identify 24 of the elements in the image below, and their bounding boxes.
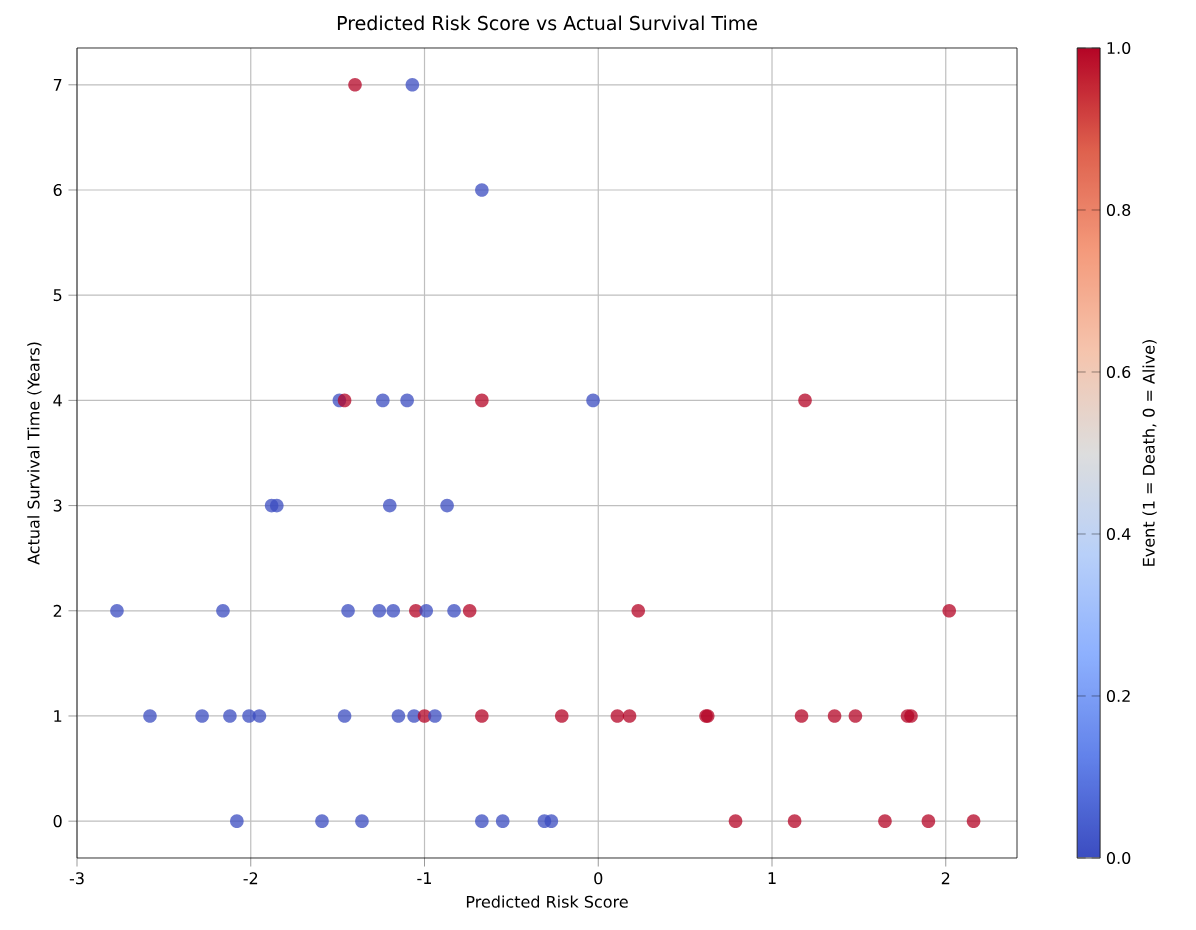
x-tick-label: 2 — [941, 872, 950, 885]
color-bar-label: 0.6 — [1106, 365, 1131, 379]
color-bar-label: 0.0 — [1106, 851, 1131, 865]
color-bar-label: 0.2 — [1106, 689, 1130, 703]
y-tick-label: 7 — [53, 78, 62, 91]
color-bar-title: Event (1 = Death, 0 = Alive) — [1142, 340, 1157, 566]
x-tick-label: -3 — [69, 872, 84, 885]
y-tick-label: 1 — [54, 710, 62, 722]
color-bar-label: 1.0 — [1107, 41, 1131, 55]
color-bar-label: 0.4 — [1106, 527, 1131, 541]
color-bar-label: 0.8 — [1106, 203, 1131, 217]
x-tick-label: 0 — [594, 872, 603, 885]
y-tick-label: 2 — [53, 604, 62, 617]
y-tick-label: 6 — [53, 183, 62, 197]
x-tick-label: 1 — [768, 872, 776, 884]
y-axis-title: Actual Survival Time (Years) — [27, 342, 42, 565]
y-tick-label: 3 — [53, 499, 62, 512]
y-tick-label: 0 — [53, 815, 62, 828]
x-tick-label: -2 — [243, 872, 258, 885]
x-axis-title: Predicted Risk Score — [466, 895, 628, 908]
chart-title: Predicted Risk Score vs Actual Survival Time — [337, 15, 757, 31]
x-tick-label: -1 — [417, 872, 431, 884]
y-tick-label: 4 — [53, 394, 62, 407]
y-tick-label: 5 — [53, 289, 62, 302]
